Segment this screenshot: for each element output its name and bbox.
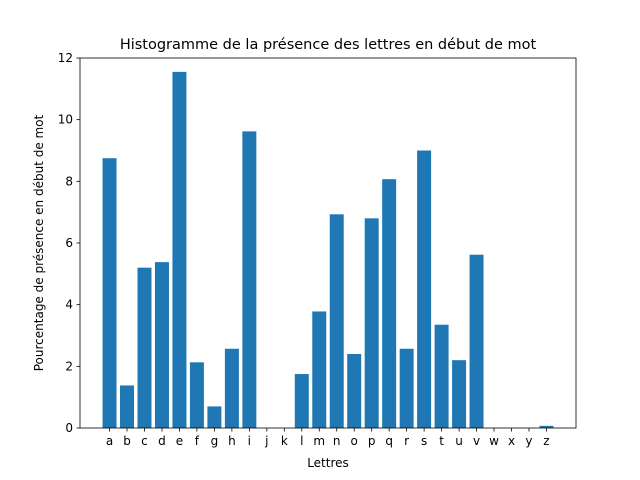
bar-e [172, 71, 187, 429]
bar-a [102, 158, 117, 428]
x-tick-label: x [508, 434, 515, 448]
bar-d [154, 262, 169, 428]
x-tick-label: c [141, 434, 148, 448]
x-tick-label: n [333, 434, 341, 448]
y-tick-label: 6 [65, 236, 73, 250]
x-tick-label: b [123, 434, 131, 448]
bar-u [452, 360, 467, 428]
x-tick-label: h [228, 434, 236, 448]
x-tick-label: g [211, 434, 219, 448]
bars-group [102, 71, 554, 429]
bar-t [434, 324, 449, 428]
x-tick-label: w [489, 434, 499, 448]
bar-h [224, 348, 239, 428]
x-tick-label: y [525, 434, 532, 448]
x-tick-label: r [404, 434, 409, 448]
bar-f [189, 362, 204, 428]
bar-o [347, 354, 362, 428]
y-tick-label: 12 [58, 51, 73, 65]
bar-g [207, 406, 222, 428]
x-tick-label: z [543, 434, 549, 448]
y-tick-label: 4 [65, 298, 73, 312]
x-tick-label: e [176, 434, 183, 448]
x-tick-label: a [106, 434, 113, 448]
y-tick-label: 2 [65, 359, 73, 373]
y-tick-label: 10 [58, 113, 73, 127]
x-tick-label: p [368, 434, 376, 448]
y-tick-label: 8 [65, 174, 73, 188]
bar-p [364, 218, 379, 428]
x-tick-label: q [385, 434, 393, 448]
x-axis-label: Lettres [307, 456, 349, 470]
bar-q [382, 179, 397, 428]
x-tick-label: i [248, 434, 251, 448]
x-tick-label: l [300, 434, 303, 448]
x-tick-label: t [439, 434, 444, 448]
bar-s [417, 150, 432, 428]
y-tick-label: 0 [65, 421, 73, 435]
bar-m [312, 311, 327, 428]
x-tick-label: v [473, 434, 480, 448]
x-tick-label: u [455, 434, 463, 448]
y-axis-label: Pourcentage de présence en début de mot [32, 114, 46, 371]
bar-b [120, 385, 134, 428]
x-tick-label: d [158, 434, 166, 448]
bar-i [242, 131, 257, 428]
x-tick-label: f [195, 434, 200, 448]
chart-title: Histogramme de la présence des lettres e… [120, 37, 537, 53]
x-tick-label: j [264, 434, 268, 448]
bar-n [329, 214, 344, 428]
bar-l [294, 374, 309, 428]
bar-v [469, 254, 484, 428]
x-tick-label: k [281, 434, 288, 448]
bar-r [399, 348, 414, 428]
x-tick-label: m [313, 434, 325, 448]
y-axis-ticks: 0 2 4 6 8 10 12 [58, 51, 80, 435]
x-tick-label: o [351, 434, 358, 448]
x-tick-label: s [421, 434, 427, 448]
bar-z [539, 425, 554, 428]
bar-c [137, 267, 152, 428]
plot-frame [79, 57, 577, 429]
